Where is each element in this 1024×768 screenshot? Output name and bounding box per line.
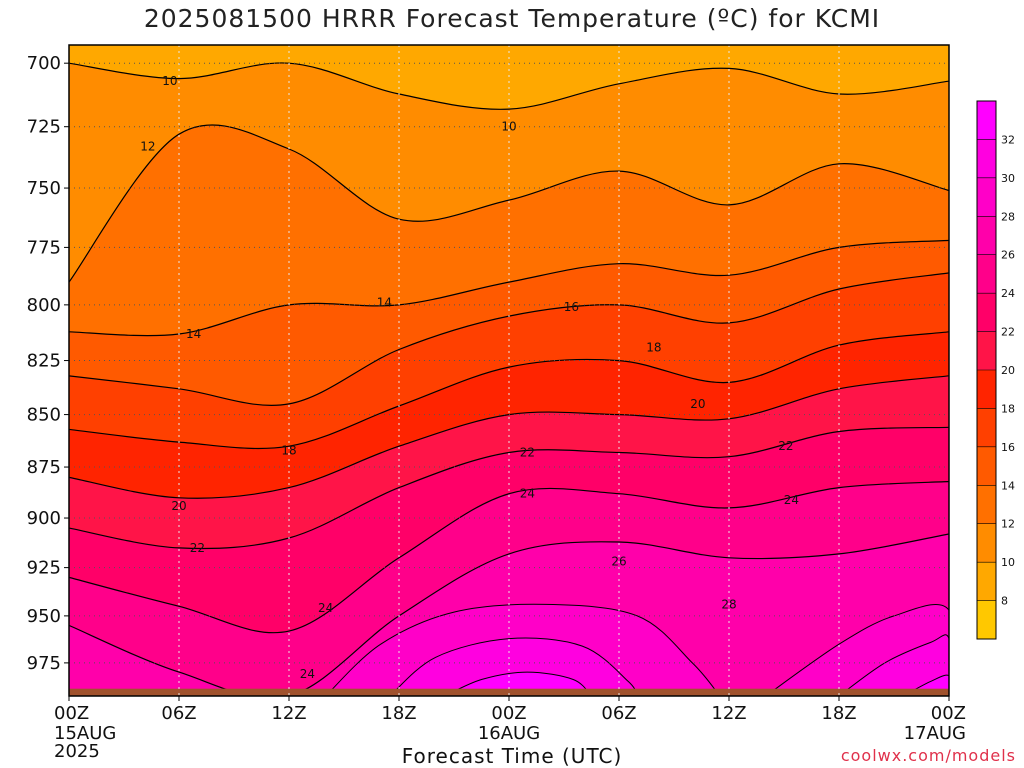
credit-text: coolwx.com/models	[840, 746, 1016, 765]
isotherm-26	[69, 533, 949, 696]
chart-title: 2025081500 HRRR Forecast Temperature (ºC…	[143, 4, 881, 33]
colorbar-segment-10	[977, 523, 996, 563]
colorbar-segment-22	[977, 293, 996, 332]
colorbar-segment-6	[977, 600, 996, 639]
x-tick-label-6: 12Z	[711, 703, 746, 724]
y-tick-label-850: 850	[27, 405, 61, 426]
y-tick-label-825: 825	[27, 351, 61, 372]
colorbar-segment-28	[977, 177, 996, 217]
x-tick-date-4: 16AUG	[478, 723, 540, 744]
contour-label-11: 22	[778, 439, 793, 453]
isotherm-10	[69, 62, 949, 110]
band-30-32-lobe-1	[838, 634, 949, 696]
colorbar-segment-32	[977, 101, 996, 140]
colorbar-label-24: 24	[1001, 287, 1015, 300]
isotherm-18	[69, 331, 949, 450]
x-tick-label-3: 18Z	[381, 703, 416, 724]
x-tick-label-2: 12Z	[271, 703, 306, 724]
contour-label-1: 10	[501, 120, 516, 134]
contour-label-3: 14	[186, 327, 201, 341]
y-tick-label-700: 700	[27, 53, 61, 74]
ground-surface	[69, 688, 949, 696]
contour-label-6: 18	[646, 340, 661, 354]
colorbar-label-8: 8	[1001, 595, 1008, 608]
colorbar-label-32: 32	[1001, 133, 1015, 146]
contour-label-2: 12	[140, 140, 155, 154]
contour-label-16: 24	[300, 667, 315, 681]
x-tick-label-4: 00Z	[491, 703, 526, 724]
colorbar-label-22: 22	[1001, 326, 1015, 339]
x-tick-label-7: 18Z	[821, 703, 856, 724]
colorbar-label-12: 12	[1001, 518, 1015, 531]
colorbar-label-28: 28	[1001, 210, 1015, 223]
colorbar-segment-14	[977, 446, 996, 486]
x-tick-label-5: 06Z	[601, 703, 636, 724]
y-tick-label-800: 800	[27, 295, 61, 316]
colorbar-segment-30	[977, 139, 996, 178]
y-tick-label-900: 900	[27, 508, 61, 529]
y-tick-label-775: 775	[27, 237, 61, 258]
colorbar-label-16: 16	[1001, 441, 1015, 454]
y-tick-label-925: 925	[27, 558, 61, 579]
contour-label-7: 18	[281, 443, 296, 457]
x-axis-title: Forecast Time (UTC)	[401, 744, 623, 768]
isotherm-12	[69, 124, 949, 283]
y-tick-label-875: 875	[27, 457, 61, 478]
colorbar-segment-24	[977, 254, 996, 294]
isotherm-14	[69, 239, 949, 337]
y-tick-label-975: 975	[27, 653, 61, 674]
colorbar-label-18: 18	[1001, 402, 1015, 415]
contour-label-18: 28	[721, 597, 736, 611]
x-tick-label-8: 00Z	[931, 703, 966, 724]
colorbar-label-30: 30	[1001, 172, 1015, 185]
contour-label-10: 22	[520, 446, 535, 460]
y-tick-label-950: 950	[27, 606, 61, 627]
colorbar-label-20: 20	[1001, 364, 1015, 377]
x-tick-label-1: 06Z	[161, 703, 196, 724]
colorbar-segment-18	[977, 370, 996, 409]
contour-label-5: 16	[564, 300, 579, 314]
colorbar-segment-12	[977, 485, 996, 524]
y-tick-label-750: 750	[27, 178, 61, 199]
colorbar-segment-8	[977, 562, 996, 601]
colorbar-label-26: 26	[1001, 249, 1015, 262]
isotherm-24	[69, 480, 949, 634]
contour-label-8: 20	[690, 397, 705, 411]
contour-label-13: 24	[520, 487, 535, 501]
contour-label-0: 10	[162, 74, 177, 88]
colorbar-segment-20	[977, 331, 996, 370]
contour-label-15: 24	[318, 601, 333, 615]
x-tick-label-0: 00Z	[54, 703, 89, 724]
contour-label-4: 14	[377, 296, 392, 310]
colorbar-segment-26	[977, 216, 996, 255]
contour-label-17: 26	[611, 555, 626, 569]
y-tick-label-725: 725	[27, 117, 61, 138]
colorbar-label-14: 14	[1001, 479, 1015, 492]
x-tick-date-0: 15AUG	[54, 723, 116, 744]
colorbar-segment-16	[977, 408, 996, 447]
contour-label-9: 20	[171, 499, 186, 513]
contour-label-12: 22	[190, 541, 205, 555]
isotherm-22	[69, 426, 949, 550]
x-tick-date-8: 17AUG	[904, 723, 966, 744]
x-tick-year-0: 2025	[54, 741, 100, 762]
colorbar-label-10: 10	[1001, 556, 1015, 569]
contour-label-14: 24	[784, 493, 799, 507]
